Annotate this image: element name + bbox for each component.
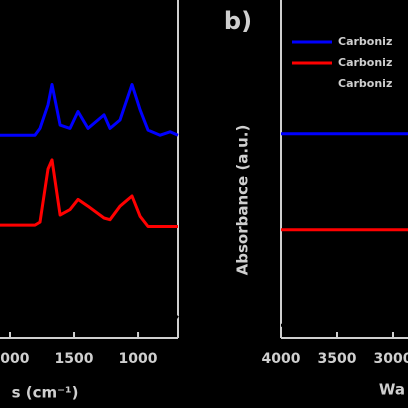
x-tick-label: 3500: [318, 351, 357, 367]
legend-label: Carboniz: [338, 77, 392, 90]
panel-label: b): [224, 7, 252, 35]
y-axis-label: Absorbance (a.u.): [234, 125, 252, 276]
legend-label: Carboniz: [338, 56, 392, 69]
series-line: [0, 158, 178, 228]
series-line: [0, 248, 179, 322]
x-tick-label: 1000: [119, 351, 158, 367]
x-axis-label: s (cm⁻¹): [12, 384, 79, 402]
x-axis-label: Wa: [379, 381, 405, 399]
x-tick-label: 4000: [262, 351, 301, 367]
x-tick-label: 3000: [374, 351, 408, 367]
x-tick-label: 1500: [55, 351, 94, 367]
legend-label: Carboniz: [338, 35, 392, 48]
x-tick-label: 2000: [0, 351, 30, 367]
series-line: [0, 83, 179, 137]
